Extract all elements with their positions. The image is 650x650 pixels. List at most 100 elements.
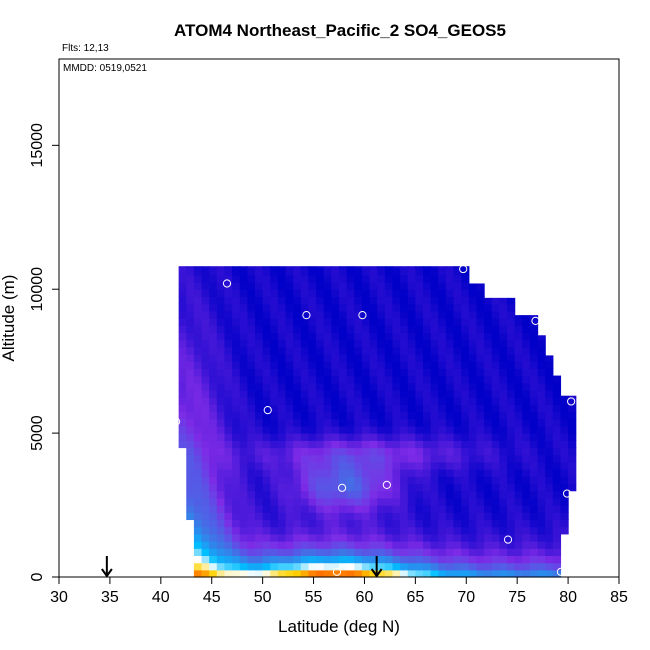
heatmap-cell — [331, 425, 340, 434]
heatmap-cell — [255, 433, 264, 441]
heatmap-cell — [522, 447, 531, 456]
heatmap-cell — [193, 505, 203, 513]
heatmap-cell — [354, 562, 363, 571]
heatmap-cell — [484, 469, 493, 477]
heatmap-cell — [384, 454, 394, 463]
heatmap-cell — [277, 353, 287, 362]
heatmap-cell — [415, 411, 424, 420]
heatmap-cell — [484, 569, 493, 578]
heatmap-cell — [300, 318, 310, 326]
heatmap-cell — [270, 303, 279, 312]
heatmap-cell — [270, 310, 279, 319]
heatmap-cell — [499, 368, 508, 377]
heatmap-cell — [354, 447, 363, 456]
heatmap-cell — [438, 541, 447, 549]
heatmap-cell — [354, 404, 363, 413]
heatmap-cell — [277, 505, 287, 513]
heatmap-cell — [209, 289, 218, 298]
heatmap-cell — [415, 368, 424, 377]
heatmap-cell — [461, 375, 470, 384]
heatmap-cell — [255, 404, 264, 413]
heatmap-cell — [499, 318, 508, 326]
heatmap-cell — [262, 346, 271, 355]
heatmap-cell — [323, 310, 332, 319]
heatmap-cell — [392, 425, 401, 434]
heatmap-cell — [491, 483, 500, 492]
heatmap-cell — [430, 368, 439, 377]
heatmap-cell — [346, 433, 355, 441]
heatmap-cell — [537, 418, 546, 427]
heatmap-cell — [438, 440, 447, 449]
heatmap-cell — [339, 339, 348, 348]
heatmap-cell — [186, 282, 195, 290]
heatmap-cell — [186, 296, 195, 305]
heatmap-cell — [545, 375, 554, 384]
heatmap-cell — [270, 569, 279, 578]
heatmap-cell — [285, 483, 294, 492]
heatmap-cell — [331, 433, 340, 441]
heatmap-cell — [484, 404, 493, 413]
heatmap-cell — [316, 296, 325, 305]
heatmap-cell — [293, 282, 302, 290]
heatmap-cell — [247, 461, 256, 470]
heatmap-cell — [377, 447, 386, 456]
heatmap-cell — [293, 433, 302, 441]
heatmap-cell — [239, 353, 248, 362]
heatmap-cell — [232, 361, 241, 369]
heatmap-cell — [270, 318, 279, 326]
heatmap-cell — [323, 418, 332, 427]
heatmap-cell — [277, 454, 287, 463]
heatmap-cell — [491, 476, 500, 485]
heatmap-cell — [331, 541, 340, 549]
heatmap-cell — [400, 505, 409, 513]
heatmap-cell — [377, 469, 386, 477]
heatmap-cell — [514, 325, 523, 333]
heatmap-cell — [300, 541, 310, 549]
heatmap-cell — [331, 267, 340, 276]
heatmap-cell — [323, 533, 332, 542]
heatmap-cell — [255, 310, 264, 319]
heatmap-cell — [476, 353, 485, 362]
heatmap-cell — [430, 512, 439, 521]
heatmap-cell — [209, 361, 218, 369]
heatmap-cell — [224, 555, 233, 564]
heatmap-cell — [369, 555, 378, 564]
heatmap-cell — [445, 318, 455, 326]
heatmap-cell — [522, 461, 531, 470]
heatmap-cell — [270, 505, 279, 513]
heatmap-cell — [270, 267, 279, 276]
heatmap-cell — [507, 548, 516, 557]
heatmap-cell — [354, 483, 363, 492]
heatmap-cell — [293, 389, 302, 398]
heatmap-cell — [476, 454, 485, 463]
heatmap-cell — [300, 476, 310, 485]
heatmap-cell — [239, 361, 248, 369]
heatmap-cell — [209, 339, 218, 348]
heatmap-cell — [323, 541, 332, 549]
heatmap-cell — [339, 332, 348, 341]
heatmap-cell — [423, 519, 432, 528]
heatmap-cell — [300, 418, 310, 427]
observation-marker — [562, 489, 572, 498]
heatmap-cell — [285, 548, 294, 557]
heatmap-cell — [308, 353, 317, 362]
heatmap-cell — [239, 433, 248, 441]
heatmap-cell — [415, 483, 424, 492]
heatmap-cell — [468, 548, 478, 557]
heatmap-cell — [453, 318, 462, 326]
heatmap-cell — [361, 274, 371, 283]
heatmap-cell — [384, 397, 394, 405]
heatmap-cell — [323, 461, 332, 470]
heatmap-cell — [346, 505, 355, 513]
heatmap-cell — [216, 461, 226, 470]
heatmap-cell — [346, 418, 355, 427]
heatmap-cell — [415, 332, 424, 341]
heatmap-cell — [239, 562, 248, 571]
heatmap-cell — [407, 318, 416, 326]
heatmap-cell — [186, 310, 195, 319]
heatmap-cell — [323, 303, 332, 312]
heatmap-cell — [300, 389, 310, 398]
heatmap-cell — [239, 469, 248, 477]
heatmap-cell — [247, 339, 256, 348]
heatmap-cell — [201, 497, 210, 506]
